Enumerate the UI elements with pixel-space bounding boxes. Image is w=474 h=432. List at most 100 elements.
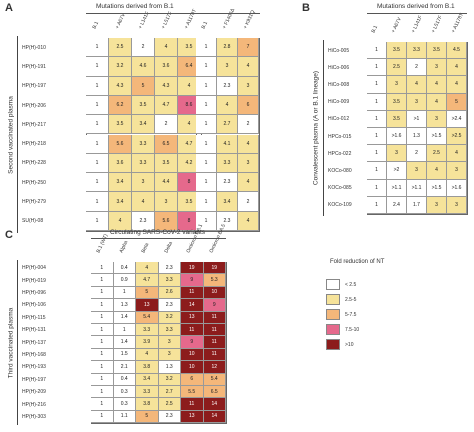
panel-a-block1-cell: 3 (132, 173, 155, 193)
panel-letter-b: B (302, 2, 310, 14)
panel-a-block2-cell: 2.8 (217, 38, 238, 58)
panel-c-cell: 3.8 (136, 361, 159, 374)
panel-a-block1-cell: 3.5 (109, 115, 132, 135)
panel-b-cell: >2 (387, 162, 407, 180)
panel-a-block2-cell: 4 (238, 173, 259, 193)
panel-c-row-label: HP(H)-096 (22, 290, 46, 296)
panel-b-cell: 4 (427, 93, 447, 111)
panel-c-cell: 0.9 (113, 274, 136, 287)
panel-c-cell: 1 (91, 286, 114, 300)
panel-b-cell: 3.3 (407, 42, 427, 60)
panel-b-cell: 2.4 (387, 196, 407, 214)
panel-c-cell: 5.3 (203, 274, 226, 287)
panel-a-block1-cell: 5.6 (109, 134, 132, 154)
panel-c-cell: 2.3 (158, 262, 181, 275)
panel-a-block2-cell: 7 (238, 38, 259, 58)
legend-label: 2.5-5 (345, 297, 357, 303)
panel-a-block2-cell: 3.3 (217, 153, 238, 174)
panel-c-cell: 1 (113, 324, 136, 337)
panel-b-cell: 4 (427, 162, 447, 180)
panel-c-cell: 11 (203, 311, 226, 324)
panel-a-block1-cell: 3.5 (132, 95, 155, 116)
panel-a-block1-cell: 3.5 (155, 153, 178, 174)
panel-a-block2-cell: 1 (196, 57, 217, 77)
panel-a-block2-cell: 1 (196, 192, 217, 212)
panel-c-cell: 3.8 (136, 398, 159, 411)
panel-b-cell: 2 (407, 145, 427, 163)
panel-b-cell: 3 (447, 196, 467, 214)
panel-a-block2-cell: 4 (238, 57, 259, 77)
legend-swatch (326, 309, 340, 320)
panel-a-header-rule (86, 13, 202, 14)
panel-c-cell: 2.5 (158, 398, 181, 411)
panel-b-cell: 3 (407, 162, 427, 180)
panel-a-block2-cell: 1 (196, 173, 217, 193)
panel-a-block1-cell: 1 (86, 115, 109, 135)
panel-c-cell: 5 (136, 410, 159, 424)
panel-b-cell: 1 (367, 59, 387, 77)
panel-a-block1-cell: 2 (155, 115, 178, 135)
panel-a-block2-cell: 1 (196, 153, 217, 174)
panel-a-block1-cell: 2.5 (109, 38, 132, 58)
panel-c-cell: 1 (91, 311, 114, 324)
panel-c-ylabel: Third vaccinated plasma (7, 307, 15, 378)
panel-b-row-label: HiCo-009 (328, 99, 350, 106)
panel-b-cell: 3.5 (427, 42, 447, 60)
panel-a-row-label: HP(H)-218 (22, 141, 46, 148)
panel-b-cell: 1 (367, 128, 387, 146)
panel-c-cell: 19 (203, 262, 226, 275)
panel-c-row-label: HP(H)-209 (22, 389, 46, 396)
panel-a-block1-cell: 3.2 (109, 57, 132, 77)
panel-a-row-label: HP(H)-197 (22, 83, 46, 90)
panel-b-cell: 1 (367, 162, 387, 180)
panel-c-cell: 9 (181, 336, 204, 349)
panel-b-column-label: + L141F (410, 14, 424, 34)
legend-swatch (326, 324, 340, 335)
panel-a-block1-cell: 6.2 (109, 95, 132, 116)
panel-c-cell: 11 (203, 336, 226, 349)
panel-a-block1-cell: 3.3 (132, 134, 155, 154)
panel-c-cell: 3 (158, 348, 181, 362)
panel-c-cell: 10 (181, 361, 204, 374)
panel-a-row-label: HP(H)-279 (22, 199, 46, 206)
panel-c-cell: 1 (91, 324, 114, 337)
panel-b-cell: >1.5 (427, 128, 447, 146)
panel-a-block2-cell: 1 (196, 115, 217, 135)
panel-letter-a: A (5, 2, 13, 14)
panel-b-row-label: HPCo-015 (328, 133, 352, 140)
panel-b-cell: 3.5 (387, 110, 407, 128)
panel-b-cell: >1.6 (387, 128, 407, 146)
panel-c-cell: 0.3 (113, 398, 136, 411)
panel-c-cell: 9 (181, 274, 204, 287)
panel-b-cell: >1.6 (447, 179, 467, 197)
panel-c-cell: 2.3 (158, 299, 181, 312)
panel-a-block2-cell: 1 (196, 211, 217, 231)
panel-a-block1-column-label: B.1 (91, 20, 100, 30)
panel-c-cell: 13 (181, 410, 204, 424)
panel-c-cell: 1 (91, 361, 114, 374)
panel-a-block2-cell: 6 (238, 95, 259, 116)
legend-label: >10 (345, 342, 354, 348)
panel-a-block1-cell: 3.4 (132, 115, 155, 135)
panel-b-cell: 4.5 (447, 42, 467, 60)
panel-a-block1-cell: 1 (86, 173, 109, 193)
panel-c-cell: 13 (136, 299, 159, 312)
panel-letter-c: C (5, 229, 13, 241)
panel-b-cell: >1.1 (387, 179, 407, 197)
panel-b-axis-bar (323, 40, 324, 216)
panel-c-cell: 3.3 (158, 274, 181, 287)
panel-a-row-label: HP(H)-206 (22, 102, 46, 109)
panel-a-block2-cell: 3 (238, 153, 259, 174)
panel-c-cell: 2.6 (158, 286, 181, 300)
panel-c-cell: 14 (203, 398, 226, 411)
panel-a-block1-cell: 5.6 (155, 211, 178, 231)
panel-a-block1-cell: 2.3 (132, 211, 155, 231)
panel-b-cell: 1.7 (407, 196, 427, 214)
panel-b-cell: 1 (367, 110, 387, 128)
panel-c-cell: 11 (203, 324, 226, 337)
panel-a-block2-cell: 2.7 (217, 115, 238, 135)
panel-b-cell: >1.5 (427, 179, 447, 197)
panel-a-block1-cell: 3.4 (109, 192, 132, 212)
panel-c-row-label: HP(H)-106 (22, 302, 46, 309)
